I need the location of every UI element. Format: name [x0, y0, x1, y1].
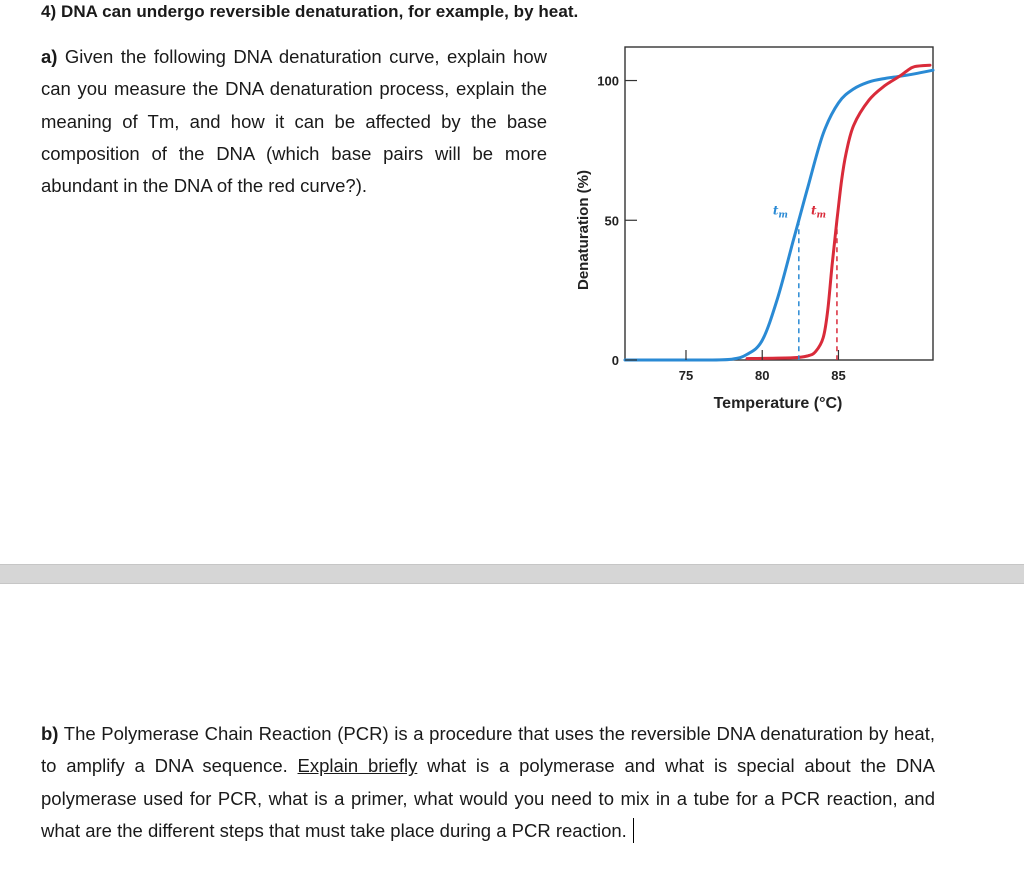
x-axis-label: Temperature (°C) — [714, 395, 843, 412]
explain-briefly-underlined: Explain briefly — [297, 755, 418, 777]
question-title: 4) DNA can undergo reversible denaturati… — [41, 2, 579, 21]
part-b-label: b) — [41, 723, 59, 744]
chart-series — [623, 63, 935, 362]
part-a-text: Given the following DNA denaturation cur… — [41, 46, 547, 197]
chart-axes — [624, 46, 934, 361]
x-tick-label-85: 85 — [831, 368, 845, 383]
y-tick-label-50: 50 — [605, 213, 619, 228]
chart-ticks: 0 50 100 75 80 85 — [597, 74, 845, 383]
page-break — [0, 564, 1024, 584]
x-tick-label-75: 75 — [679, 368, 693, 383]
text-cursor[interactable] — [632, 817, 635, 843]
part-b-text-end: what is a polymerase and what is special… — [41, 755, 935, 841]
y-axis-label: Denaturation (%) — [575, 170, 592, 290]
part-b-text-start: The Polymerase Chain Reaction (PCR) is a… — [41, 723, 935, 777]
denaturation-chart: tm tm 0 50 100 75 80 85 Denaturation (%) Tempe… — [575, 46, 935, 412]
red-curve — [745, 63, 932, 361]
x-tick-label-80: 80 — [755, 368, 769, 383]
plot-frame — [624, 46, 934, 361]
tm-label-blue: tm — [773, 203, 788, 220]
y-tick-label-0: 0 — [612, 353, 619, 368]
part-a-label: a) — [41, 46, 58, 67]
part-a-paragraph: a) Given the following DNA denaturation … — [41, 41, 547, 202]
tm-annotations: tm tm — [773, 203, 838, 360]
blue-curve — [623, 68, 935, 362]
part-b-paragraph: b) The Polymerase Chain Reaction (PCR) i… — [41, 718, 935, 847]
y-tick-label-100: 100 — [597, 74, 619, 89]
tm-label-red: tm — [811, 203, 826, 220]
